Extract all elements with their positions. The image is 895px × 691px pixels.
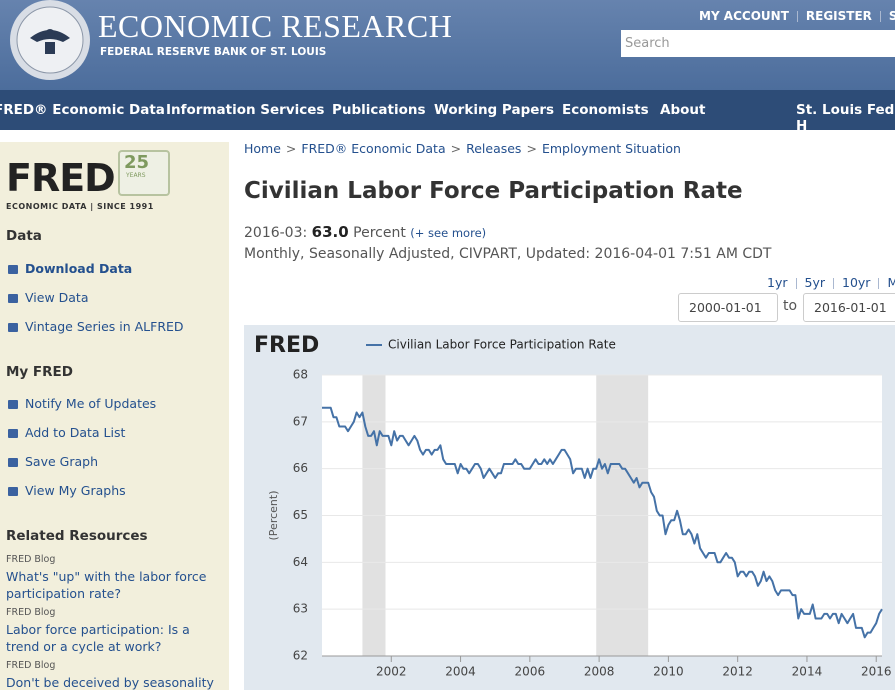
- logo-tagline: ECONOMIC DATA | SINCE 1991: [6, 202, 154, 211]
- search-placeholder: Search: [625, 36, 670, 51]
- breadcrumb-link[interactable]: FRED® Economic Data: [301, 141, 446, 156]
- breadcrumb-link[interactable]: Employment Situation: [541, 141, 681, 156]
- date-to: to: [783, 298, 798, 314]
- header: ECONOMIC RESEARCH FEDERAL RESERVE BANK O…: [0, 0, 895, 90]
- x-tick-label: 2012: [722, 665, 753, 679]
- nav-item[interactable]: Working Papers: [434, 102, 555, 118]
- breadcrumb-link[interactable]: Releases: [466, 141, 522, 156]
- nav-bar: FRED® Economic Data Information Services P…: [0, 90, 895, 134]
- separator: [878, 278, 880, 289]
- y-tick-label: 62: [293, 649, 308, 663]
- x-tick-label: 2010: [653, 665, 684, 679]
- account-links: MY ACCOUNT REGISTER SIG: [699, 9, 895, 23]
- nav-item[interactable]: Information Services: [166, 102, 325, 118]
- section-heading: Related Resources: [6, 528, 148, 544]
- seal: [10, 0, 90, 80]
- x-tick-label: 2002: [376, 665, 407, 679]
- blog-link[interactable]: What's "up" with the labor force partici…: [6, 569, 207, 601]
- units: Percent: [353, 225, 406, 241]
- range-link[interactable]: Ma: [887, 275, 895, 290]
- account-link[interactable]: SIG: [888, 9, 895, 23]
- logo-badge: 25 YEARS: [118, 150, 170, 196]
- sidebar-link[interactable]: Notify Me of Updates: [25, 396, 157, 411]
- y-tick-label: 65: [293, 508, 308, 522]
- breadcrumb-separator: >: [450, 141, 462, 156]
- x-tick-label: 2016: [861, 665, 892, 679]
- account-link[interactable]: REGISTER: [805, 9, 872, 23]
- link-icon: [8, 400, 18, 409]
- breadcrumb: Home > FRED® Economic Data > Releases > Employ…: [244, 141, 681, 156]
- blog-source: FRED Blog: [6, 554, 56, 565]
- x-tick-label: 2008: [584, 665, 615, 679]
- sidebar-link[interactable]: View My Graphs: [25, 483, 126, 498]
- end-date: 2016-01-01: [814, 300, 887, 315]
- search-box[interactable]: Search: [621, 30, 895, 57]
- y-tick-label: 64: [293, 555, 308, 569]
- site-title: ECONOMIC RESEARCH: [98, 8, 453, 44]
- sidebar-link[interactable]: View Data: [25, 290, 89, 305]
- site-subtitle: FEDERAL RESERVE BANK OF ST. LOUIS: [100, 46, 327, 58]
- link-icon: [8, 429, 18, 438]
- x-tick-label: 2014: [792, 665, 823, 679]
- sidebar: FRED 25 YEARS ECONOMIC DATA | SINCE 1991…: [0, 142, 229, 690]
- section-heading: Data: [6, 228, 42, 244]
- nav-item[interactable]: FRED® Economic Data: [0, 102, 165, 118]
- nav-item[interactable]: St. Louis Fed H: [796, 102, 895, 134]
- blog-source: FRED Blog: [6, 607, 56, 618]
- latest-date: 2016-03:: [244, 225, 308, 241]
- blog-link[interactable]: Don't be deceived by seasonality: [6, 675, 214, 690]
- y-tick-label: 68: [293, 368, 308, 382]
- separator: [796, 11, 798, 22]
- y-tick-label: 67: [293, 414, 308, 428]
- nav-item[interactable]: Publications: [332, 102, 426, 118]
- nav-item[interactable]: Economists: [562, 102, 649, 118]
- breadcrumb-separator: >: [285, 141, 297, 156]
- series-line: [322, 406, 883, 639]
- sidebar-link[interactable]: Vintage Series in ALFRED: [25, 319, 184, 334]
- start-date-input[interactable]: 2000-01-01: [678, 293, 778, 322]
- latest-observation: 2016-03: 63.0 Percent (+ see more): [244, 223, 486, 241]
- sidebar-link[interactable]: Add to Data List: [25, 425, 126, 440]
- account-link[interactable]: MY ACCOUNT: [699, 9, 789, 23]
- badge-number: 25: [124, 152, 150, 173]
- separator: [833, 278, 834, 289]
- chart: FRED 62 63 64 65 66 67 68 2002 2004 2006 2008 2010 20…: [244, 325, 895, 690]
- link-icon: [8, 323, 18, 332]
- x-tick-label: 2006: [515, 665, 546, 679]
- nav-item[interactable]: About: [660, 102, 706, 118]
- link-icon: [8, 265, 18, 274]
- fred-logo: FRED: [6, 156, 116, 200]
- range-links: 1yr 5yr 10yr Ma: [767, 275, 895, 290]
- end-date-input[interactable]: 2016-01-01: [803, 293, 895, 322]
- series-title: Civilian Labor Force Participation Rate: [244, 178, 743, 204]
- link-icon: [8, 458, 18, 467]
- separator: [795, 278, 797, 289]
- y-tick-label: 63: [293, 602, 308, 616]
- see-more-link[interactable]: (+ see more): [410, 226, 487, 240]
- blog-link[interactable]: Labor force participation: Is a trend or…: [6, 622, 190, 654]
- start-date: 2000-01-01: [689, 300, 762, 315]
- breadcrumb-link[interactable]: Home: [244, 141, 281, 156]
- sidebar-link[interactable]: Save Graph: [25, 454, 98, 469]
- blog-source: FRED Blog: [6, 660, 56, 671]
- y-axis-label: (Percent): [267, 491, 280, 541]
- chart-logo: FRED: [254, 333, 319, 358]
- separator: [879, 11, 881, 22]
- x-tick-label: 2004: [445, 665, 476, 679]
- link-icon: [8, 487, 18, 496]
- badge-text: YEARS: [126, 172, 146, 179]
- breadcrumb-separator: >: [526, 141, 537, 156]
- latest-value: 63.0: [311, 223, 349, 241]
- sidebar-link[interactable]: Download Data: [25, 261, 133, 276]
- range-link[interactable]: 5yr: [804, 275, 826, 290]
- legend-label: Civilian Labor Force Participation Rate: [388, 338, 616, 352]
- link-icon: [8, 294, 18, 303]
- range-link[interactable]: 1yr: [767, 275, 788, 290]
- series-meta: Monthly, Seasonally Adjusted, CIVPART, U…: [244, 246, 772, 262]
- y-tick-label: 66: [293, 461, 308, 475]
- range-link[interactable]: 10yr: [842, 275, 871, 290]
- section-heading: My FRED: [6, 364, 73, 380]
